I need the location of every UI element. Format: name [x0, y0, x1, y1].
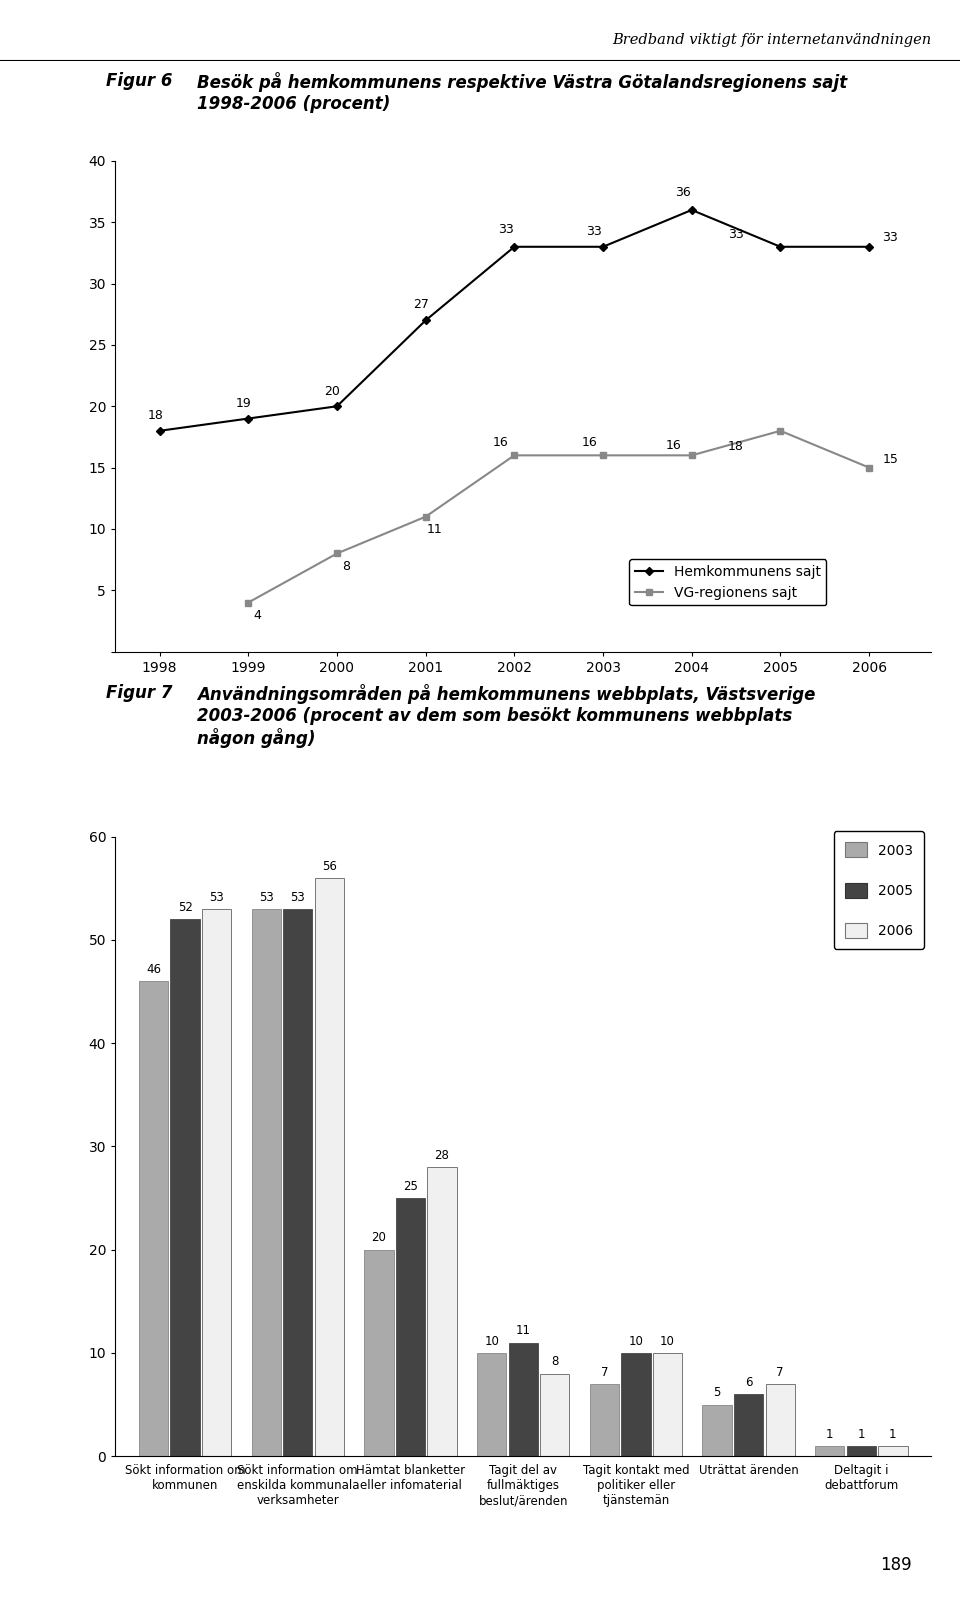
- VG-regionens sajt: [243, 594, 254, 613]
- VG-regionens sajt: [686, 446, 698, 465]
- Text: 19: 19: [236, 397, 252, 410]
- Text: 7: 7: [777, 1366, 784, 1379]
- Text: 7: 7: [601, 1366, 608, 1379]
- Text: 25: 25: [403, 1179, 418, 1192]
- Hemkommunens sajt: [154, 422, 165, 441]
- Bar: [621, 1353, 651, 1456]
- Bar: [171, 919, 200, 1456]
- Text: 33: 33: [497, 222, 514, 237]
- Hemkommunens sajt: [509, 237, 520, 256]
- Bar: [364, 1250, 394, 1456]
- Text: 6: 6: [745, 1376, 753, 1389]
- Bar: [477, 1353, 506, 1456]
- Text: Figur 7: Figur 7: [106, 684, 172, 702]
- Bar: [653, 1353, 683, 1456]
- Hemkommunens sajt: [597, 237, 609, 256]
- Legend: Hemkommunens sajt, VG-regionens sajt: Hemkommunens sajt, VG-regionens sajt: [630, 560, 827, 605]
- Bar: [427, 1167, 457, 1456]
- Text: 10: 10: [629, 1335, 643, 1348]
- Text: 53: 53: [209, 891, 224, 904]
- Text: 53: 53: [291, 891, 305, 904]
- Text: 18: 18: [147, 409, 163, 422]
- Bar: [734, 1393, 763, 1456]
- VG-regionens sajt: [420, 507, 431, 526]
- VG-regionens sajt: [863, 459, 875, 478]
- Bar: [878, 1446, 907, 1456]
- Text: 16: 16: [493, 436, 509, 449]
- Text: 16: 16: [666, 439, 682, 452]
- Bar: [540, 1374, 569, 1456]
- Bar: [703, 1405, 732, 1456]
- Text: 53: 53: [259, 891, 274, 904]
- Text: Användningsområden på hemkommunens webbplats, Västsverige
2003-2006 (procent av : Användningsområden på hemkommunens webbp…: [197, 684, 815, 748]
- Text: 8: 8: [551, 1355, 559, 1368]
- VG-regionens sajt: [597, 446, 609, 465]
- Bar: [847, 1446, 876, 1456]
- Bar: [252, 909, 281, 1456]
- Line: Hemkommunens sajt: Hemkommunens sajt: [156, 208, 873, 434]
- Text: 11: 11: [426, 523, 443, 536]
- Text: 5: 5: [713, 1387, 721, 1400]
- Bar: [815, 1446, 845, 1456]
- Line: VG-regionens sajt: VG-regionens sajt: [245, 428, 873, 605]
- Bar: [765, 1384, 795, 1456]
- Text: 27: 27: [413, 298, 429, 311]
- Text: 1: 1: [826, 1427, 833, 1440]
- Text: 28: 28: [435, 1149, 449, 1162]
- Text: Figur 6: Figur 6: [106, 72, 172, 90]
- Text: 18: 18: [728, 439, 744, 452]
- VG-regionens sajt: [331, 544, 343, 563]
- Text: 10: 10: [660, 1335, 675, 1348]
- Hemkommunens sajt: [863, 237, 875, 256]
- Bar: [283, 909, 312, 1456]
- Text: 20: 20: [324, 385, 341, 397]
- Bar: [589, 1384, 619, 1456]
- Text: 16: 16: [582, 436, 597, 449]
- Text: 11: 11: [516, 1324, 531, 1337]
- Bar: [315, 879, 344, 1456]
- Bar: [139, 981, 168, 1456]
- Hemkommunens sajt: [420, 311, 431, 330]
- Text: Bredband viktigt för internetanvändningen: Bredband viktigt för internetanvändninge…: [612, 34, 931, 47]
- Text: 20: 20: [372, 1231, 386, 1244]
- Text: 33: 33: [882, 232, 899, 245]
- Text: 4: 4: [253, 610, 261, 623]
- Hemkommunens sajt: [686, 201, 698, 220]
- Text: 15: 15: [882, 454, 899, 467]
- VG-regionens sajt: [775, 422, 786, 441]
- Bar: [509, 1342, 538, 1456]
- Text: 36: 36: [675, 187, 691, 200]
- Bar: [202, 909, 231, 1456]
- VG-regionens sajt: [509, 446, 520, 465]
- Text: 8: 8: [342, 560, 349, 573]
- Text: 1: 1: [857, 1427, 865, 1440]
- Text: 1: 1: [889, 1427, 897, 1440]
- Text: 56: 56: [322, 859, 337, 872]
- Bar: [396, 1199, 425, 1456]
- Legend: 2003, 2005, 2006: 2003, 2005, 2006: [833, 832, 924, 949]
- Text: 46: 46: [146, 964, 161, 977]
- Text: Besök på hemkommunens respektive Västra Götalandsregionens sajt
1998-2006 (proce: Besök på hemkommunens respektive Västra …: [197, 72, 847, 113]
- Text: 10: 10: [484, 1335, 499, 1348]
- Text: 33: 33: [587, 225, 602, 238]
- Text: 189: 189: [880, 1556, 912, 1574]
- Hemkommunens sajt: [331, 397, 343, 417]
- Text: 52: 52: [178, 901, 193, 914]
- Hemkommunens sajt: [775, 237, 786, 256]
- Hemkommunens sajt: [243, 409, 254, 428]
- Text: 33: 33: [729, 227, 744, 241]
